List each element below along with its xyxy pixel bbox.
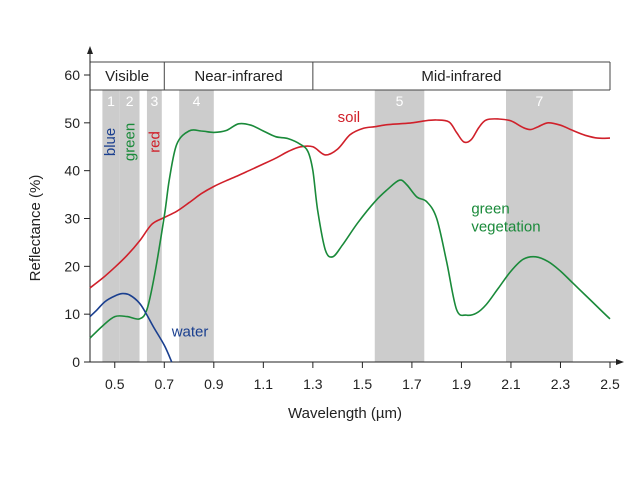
series-lines [89,118,611,363]
region-label: Near-infrared [194,68,282,85]
region-label: Mid-infrared [421,68,501,85]
band-rect [374,90,425,362]
band-label: 3 [150,93,158,109]
y-tick-label: 10 [64,306,80,322]
x-axis-title: Wavelength (µm) [288,405,402,422]
x-tick-label: 0.9 [204,376,224,392]
band-label: 5 [396,93,404,109]
band-rect [179,90,214,362]
band-annotation-blue: blue [102,128,119,156]
x-tick-label: 2.3 [551,376,571,392]
band-annotation-red: red [146,131,163,153]
band-annotation-green: green [122,123,139,161]
y-tick-label: 30 [64,211,80,227]
x-tick-label: 1.1 [254,376,274,392]
series-line-water [89,292,173,363]
y-tick-label: 50 [64,115,80,131]
band-label: 7 [536,93,544,109]
y-axis-arrow [87,46,93,54]
spectral-regions-header: Visible Near-infrared Mid-infrared [90,61,611,91]
band-rect [506,90,573,362]
band-rect [146,90,162,362]
region-label: Visible [105,68,149,85]
x-tick-label: 1.9 [452,376,472,392]
band-label: 2 [126,93,134,109]
x-tick-label: 1.3 [303,376,323,392]
series-labels: soil green vegetation water blue green red [102,109,541,341]
x-tick-label: 1.7 [402,376,422,392]
x-tick-label: 2.1 [501,376,521,392]
series-label-soil: soil [338,109,361,126]
series-label-green-vegetation: green vegetation [471,201,540,236]
y-tick-label: 60 [64,67,80,83]
x-tick-label: 2.5 [600,376,620,392]
x-tick-label: 0.7 [155,376,175,392]
series-label-water: water [171,324,209,341]
band-rect [102,90,120,362]
series-line-green-vegetation [89,122,611,339]
y-tick-label: 0 [72,354,80,370]
y-tick-label: 20 [64,258,80,274]
x-tick-label: 0.5 [105,376,125,392]
x-tick-label: 1.5 [353,376,373,392]
x-axis-arrow [616,359,624,365]
axes: 0 10 20 30 40 50 60 0.5 0.7 0.9 1.1 1.3 1.5 1.7 1.9 2.1… [64,46,624,392]
band-label: 1 [107,93,115,109]
series-line-soil [89,118,611,289]
band-label: 4 [193,93,201,109]
y-axis-title: Reflectance (%) [27,175,44,282]
y-tick-label: 40 [64,163,80,179]
